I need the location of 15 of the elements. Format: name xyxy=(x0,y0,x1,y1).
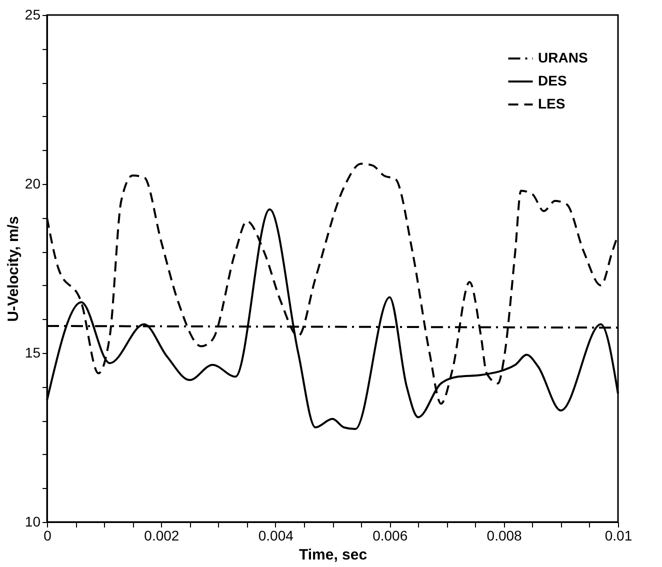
legend-label: URANS xyxy=(538,50,588,66)
y-tick-label: 20 xyxy=(24,176,41,192)
x-tick-label: 0.006 xyxy=(372,528,408,544)
x-tick-label: 0.01 xyxy=(604,528,632,544)
legend-label: LES xyxy=(538,96,566,112)
y-tick-label: 10 xyxy=(24,514,41,530)
x-tick-label: 0.004 xyxy=(258,528,294,544)
x-tick-label: 0.002 xyxy=(144,528,180,544)
y-tick-label: 25 xyxy=(24,6,41,22)
legend-label: DES xyxy=(538,72,567,88)
x-tick-label: 0 xyxy=(44,528,52,544)
y-tick-label: 15 xyxy=(24,344,41,360)
x-tick-label: 0.008 xyxy=(486,528,522,544)
y-axis-title: U-Velocity, m/s xyxy=(4,216,22,322)
x-axis-title: Time, sec xyxy=(298,546,368,564)
